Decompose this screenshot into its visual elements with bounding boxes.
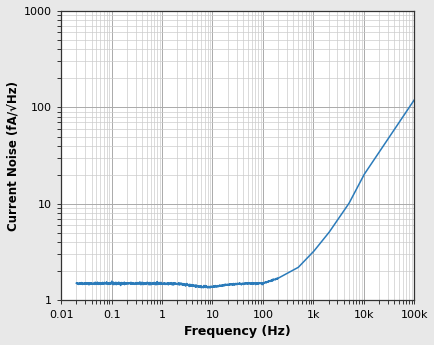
Y-axis label: Current Noise (fA/√Hz): Current Noise (fA/√Hz) — [7, 81, 20, 231]
X-axis label: Frequency (Hz): Frequency (Hz) — [184, 325, 290, 338]
